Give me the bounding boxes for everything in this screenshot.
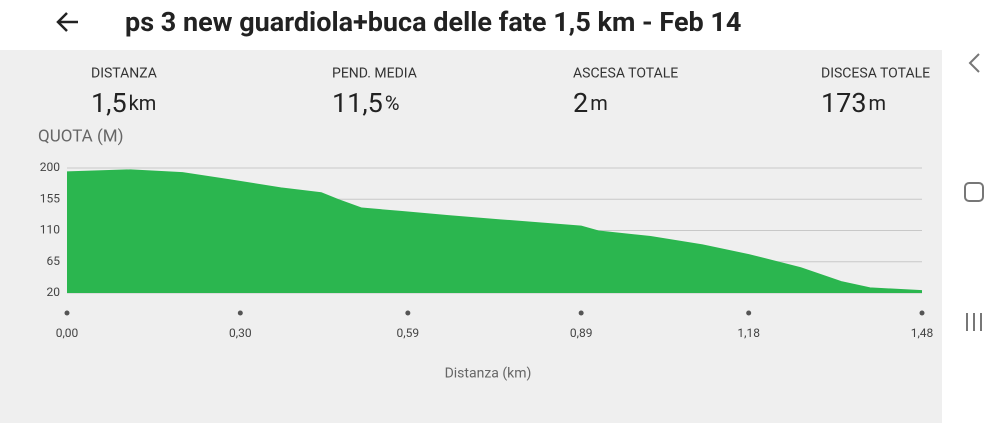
title: ps 3 new guardiola+buca delle fate 1,5 k… — [125, 6, 741, 38]
nav-back[interactable] — [968, 53, 980, 73]
stat-unit: km — [129, 91, 157, 115]
stat-label: DISTANZA — [91, 66, 157, 82]
nav-home[interactable] — [964, 182, 984, 202]
x-tick-dot — [578, 310, 584, 316]
stat-value: 173 m — [821, 87, 886, 119]
x-tick-dot — [405, 310, 411, 316]
x-tick-dot — [237, 310, 243, 316]
stat-label: ASCESA TOTALE — [573, 66, 678, 82]
x-tick-label: 1,48 — [911, 326, 934, 340]
nav-recents[interactable] — [966, 313, 982, 331]
area-fill — [67, 170, 922, 293]
x-tick-label: 0,89 — [570, 326, 593, 340]
stat-unit: m — [869, 91, 887, 115]
x-tick-label: 0,59 — [397, 326, 420, 340]
stats: DISTANZA 1,5 km PEND. MEDIA 11,5 % ASCESA TOTA… — [91, 66, 930, 119]
chart: 20 65 110 155 200 0,00 0,30 0,59 0,89 1,18 1,48 — [40, 160, 934, 340]
y-tick-label: 110 — [40, 223, 60, 237]
x-tick-dot — [64, 310, 70, 316]
area-line — [66, 169, 923, 292]
x-tick-label: 0,30 — [229, 326, 252, 340]
stat-unit: m — [590, 91, 608, 115]
y-tick-label: 155 — [40, 191, 60, 205]
y-axis-label: QUOTA (M) — [38, 126, 124, 146]
top-bar — [0, 0, 1004, 50]
stat-value: 11,5% — [332, 87, 400, 119]
stat-number: 1,5 — [91, 87, 127, 119]
stat-number: 11,5 — [332, 87, 383, 119]
stat-label: DISCESA TOTALE — [821, 66, 930, 82]
x-tick-label: 0,00 — [56, 326, 79, 340]
stat-value: 1,5 km — [91, 87, 156, 119]
x-axis-label: Distanza (km) — [445, 366, 532, 382]
x-tick-dot — [746, 310, 752, 316]
stat-number: 2 — [573, 87, 588, 119]
y-tick-label: 65 — [47, 254, 61, 268]
x-tick-dot — [919, 310, 925, 316]
y-tick-label: 20 — [47, 285, 61, 299]
stat-number: 173 — [821, 87, 867, 119]
y-tick-label: 200 — [40, 160, 60, 174]
stat-unit: % — [385, 91, 400, 115]
stat-label: PEND. MEDIA — [332, 66, 417, 82]
x-tick-label: 1,18 — [737, 326, 760, 340]
back-button[interactable] — [56, 12, 78, 32]
